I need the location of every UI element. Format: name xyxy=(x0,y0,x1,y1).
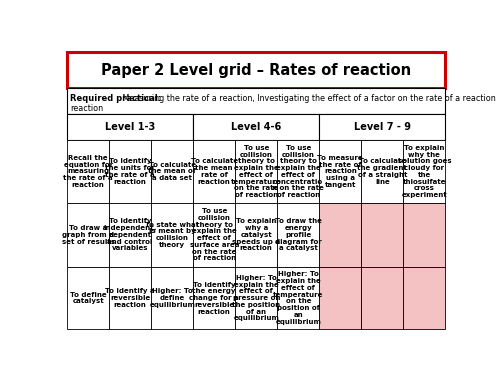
Bar xyxy=(151,203,193,267)
Bar xyxy=(109,140,151,203)
Bar xyxy=(320,140,362,203)
Bar xyxy=(193,203,235,267)
Bar xyxy=(151,267,193,329)
Text: Higher: To
explain the
effect of
pressure on
the position
of an
equilibrium: Higher: To explain the effect of pressur… xyxy=(232,275,280,321)
Text: To identify a
reversible
reaction: To identify a reversible reaction xyxy=(106,288,155,308)
Text: Level 7 - 9: Level 7 - 9 xyxy=(354,122,411,132)
Text: To use
collision
theory to
explain the
effect of
surface area
on the rate
of rea: To use collision theory to explain the e… xyxy=(190,208,239,261)
Bar xyxy=(404,203,446,267)
Bar xyxy=(67,140,109,203)
Text: Level 1-3: Level 1-3 xyxy=(105,122,156,132)
Text: To draw a
graph from a
set of results: To draw a graph from a set of results xyxy=(62,225,114,245)
Bar xyxy=(235,267,278,329)
Text: To identify
independent,
dependent
and control
variables: To identify independent, dependent and c… xyxy=(104,218,157,251)
Bar xyxy=(278,140,320,203)
Text: Recall the
equation for
measuring
the rate of a
reaction: Recall the equation for measuring the ra… xyxy=(64,155,113,188)
Text: To calculate
the mean
rate of
reaction: To calculate the mean rate of reaction xyxy=(190,158,238,184)
Text: Higher: To
explain the
effect of
temperature
on the
position of
an
equilibrium: Higher: To explain the effect of tempera… xyxy=(273,272,324,325)
Bar xyxy=(362,203,404,267)
Bar xyxy=(67,203,109,267)
Bar xyxy=(67,114,193,140)
Bar xyxy=(67,52,446,88)
Bar xyxy=(109,267,151,329)
Text: To define
catalyst: To define catalyst xyxy=(70,292,106,304)
Bar xyxy=(278,267,320,329)
Bar xyxy=(320,114,446,140)
Text: Higher: To
define
equilibrium: Higher: To define equilibrium xyxy=(150,288,195,308)
Bar xyxy=(404,140,446,203)
Text: To explain
why a
catalyst
speeds up a
reaction: To explain why a catalyst speeds up a re… xyxy=(232,218,280,251)
Bar xyxy=(278,203,320,267)
Bar xyxy=(67,267,109,329)
Text: Measuring the rate of a reaction, Investigating the effect of a factor on the ra: Measuring the rate of a reaction, Invest… xyxy=(120,94,496,103)
Bar xyxy=(151,140,193,203)
Text: reaction: reaction xyxy=(70,104,103,113)
Text: To use
collision
theory to
explain the
effect of
temperature
on the rate
of reac: To use collision theory to explain the e… xyxy=(231,145,281,198)
Text: Required practical:: Required practical: xyxy=(70,94,162,103)
Text: To identify
the units for
the rate of a
reaction: To identify the units for the rate of a … xyxy=(105,158,155,184)
Text: To use
collision
theory to
explain the
effect of
concentratio
n on the rate
of r: To use collision theory to explain the e… xyxy=(272,145,324,198)
Text: To identify
the energy
change for a
reversible
reaction: To identify the energy change for a reve… xyxy=(190,282,239,315)
Text: To state what
is meant by
collision
theory: To state what is meant by collision theo… xyxy=(145,222,200,248)
Bar xyxy=(320,267,362,329)
Bar xyxy=(235,203,278,267)
Bar xyxy=(235,140,278,203)
Text: To calculate
the gradient
of a straight
line: To calculate the gradient of a straight … xyxy=(358,158,408,184)
Bar xyxy=(67,88,446,114)
Text: To explain
why the
solution goes
cloudy for
the
thiosulfate
cross
experiment: To explain why the solution goes cloudy … xyxy=(398,145,451,198)
Text: Paper 2 Level grid – Rates of reaction: Paper 2 Level grid – Rates of reaction xyxy=(101,63,412,78)
Bar xyxy=(320,203,362,267)
Bar xyxy=(404,267,446,329)
Text: To draw the
energy
profile
diagram for
a catalyst: To draw the energy profile diagram for a… xyxy=(275,218,322,251)
Bar xyxy=(362,140,404,203)
Text: To calculate
the mean of
a data set: To calculate the mean of a data set xyxy=(148,162,196,181)
Bar xyxy=(193,267,235,329)
Bar xyxy=(193,114,320,140)
Bar xyxy=(362,267,404,329)
Bar xyxy=(193,140,235,203)
Bar xyxy=(109,203,151,267)
Text: Level 4-6: Level 4-6 xyxy=(231,122,281,132)
Text: To measure
the rate of
reaction
using a
tangent: To measure the rate of reaction using a … xyxy=(318,155,363,188)
